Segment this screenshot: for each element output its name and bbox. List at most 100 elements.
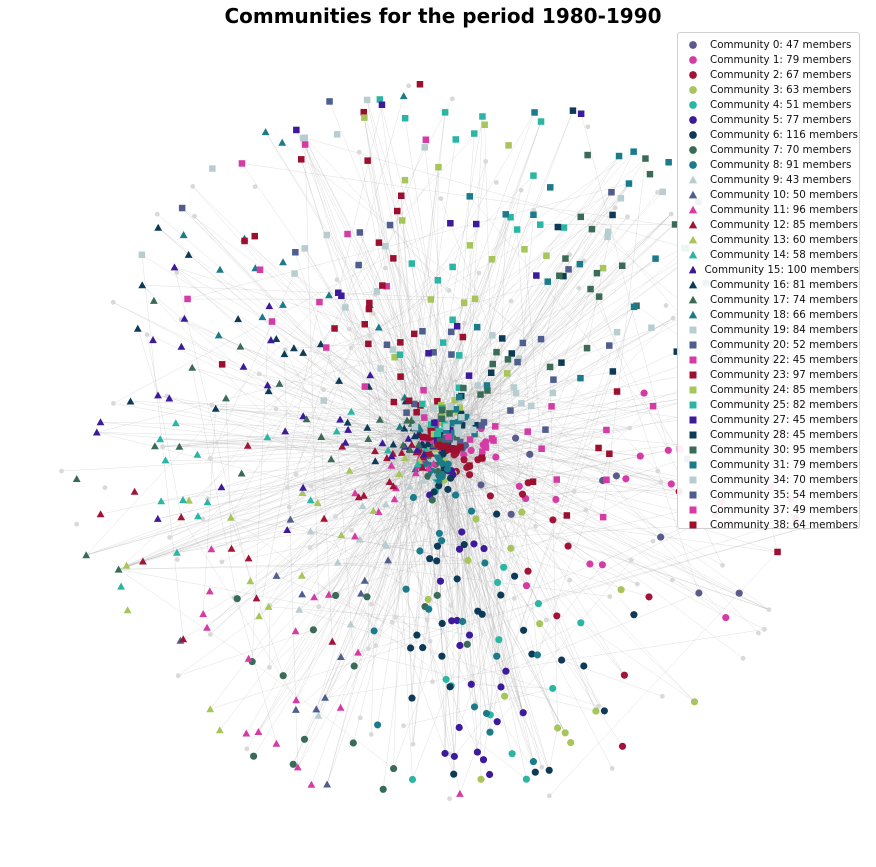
node-community-25 (577, 110, 585, 117)
node-community-29 (515, 355, 523, 362)
edge (472, 432, 587, 511)
edge (203, 408, 216, 614)
edge (118, 560, 469, 570)
unassigned-node (567, 577, 573, 583)
node-community-15 (366, 371, 375, 379)
node-community-24 (507, 214, 514, 221)
node-community-12 (252, 594, 261, 602)
node-community-6 (435, 482, 443, 490)
edge (305, 144, 450, 431)
node-community-17 (275, 379, 284, 387)
node-community-5 (465, 631, 474, 639)
node-community-4 (577, 619, 585, 627)
node-community-28 (502, 211, 509, 218)
edge (337, 401, 395, 563)
legend-marker-triangle (688, 265, 697, 273)
node-community-3 (567, 739, 575, 747)
edge (113, 223, 451, 404)
node-community-9 (355, 535, 364, 543)
edge (454, 453, 491, 715)
edge (442, 192, 658, 463)
node-community-8 (435, 476, 443, 484)
edge (467, 435, 501, 596)
node-community-2 (486, 492, 494, 500)
node-community-2 (466, 471, 474, 479)
node-community-17 (302, 415, 311, 423)
legend-marker-triangle (688, 175, 698, 183)
edge (407, 167, 439, 434)
node-community-8 (438, 537, 446, 545)
edge (304, 137, 518, 363)
node-community-31 (488, 435, 496, 442)
edge (118, 569, 249, 659)
node-community-12 (227, 544, 236, 552)
unassigned-node (167, 535, 173, 540)
node-community-6 (413, 631, 421, 639)
node-community-12 (96, 510, 105, 518)
edge (86, 124, 485, 556)
unassigned-node (447, 796, 452, 802)
edge (215, 408, 471, 431)
edge (295, 158, 646, 475)
edge (489, 214, 506, 733)
edge (276, 482, 662, 576)
edge (160, 439, 412, 445)
node-community-5 (448, 617, 456, 625)
node-community-13 (298, 489, 307, 496)
node-community-5 (441, 749, 449, 757)
node-community-5 (486, 770, 494, 779)
node-community-15 (265, 302, 274, 310)
edge (237, 598, 277, 744)
node-community-31 (479, 448, 486, 455)
edge (393, 444, 460, 550)
node-community-23 (361, 114, 368, 121)
node-community-19 (389, 346, 397, 353)
node-community-9 (382, 500, 390, 508)
edge (392, 349, 425, 435)
legend-label: Community 2: 67 members (710, 68, 852, 81)
edge (443, 464, 765, 630)
node-community-4 (534, 600, 542, 608)
unassigned-node (634, 581, 640, 587)
edge (447, 258, 656, 427)
edge (325, 629, 765, 698)
unassigned-node (273, 406, 279, 412)
edge (369, 304, 464, 389)
legend-item: Community 37: 49 members (684, 502, 859, 517)
node-community-6 (430, 488, 438, 496)
node-community-24 (439, 339, 447, 346)
legend-item: Community 25: 82 members (684, 397, 859, 412)
edge (259, 373, 448, 415)
node-community-8 (493, 652, 501, 660)
node-community-11 (351, 489, 359, 497)
legend-item: Community 31: 79 members (684, 457, 859, 472)
node-community-1 (636, 452, 644, 460)
node-community-18 (278, 138, 287, 146)
unassigned-node (144, 332, 150, 337)
node-community-26 (488, 369, 495, 376)
node-community-11 (254, 728, 263, 735)
edge (96, 354, 400, 433)
edge (505, 592, 699, 672)
legend-label: Community 5: 77 members (710, 113, 852, 126)
node-community-24 (441, 109, 449, 116)
legend-label: Community 10: 50 members (710, 188, 858, 201)
legend-label: Community 15: 100 members (704, 263, 859, 276)
node-community-15 (299, 412, 308, 420)
node-community-29 (447, 403, 454, 410)
node-community-15 (404, 434, 413, 442)
edge (252, 661, 394, 769)
edge (301, 575, 442, 657)
node-community-22 (365, 340, 372, 348)
node-community-6 (407, 644, 415, 652)
unassigned-node (424, 617, 430, 623)
node-community-32 (442, 442, 449, 450)
node-community-4 (442, 675, 450, 683)
edge (366, 436, 415, 597)
node-community-5 (473, 748, 481, 756)
node-community-13 (345, 466, 354, 474)
unassigned-node (347, 326, 352, 332)
node-community-26 (499, 335, 506, 342)
edge (459, 224, 676, 424)
edge (393, 258, 460, 419)
